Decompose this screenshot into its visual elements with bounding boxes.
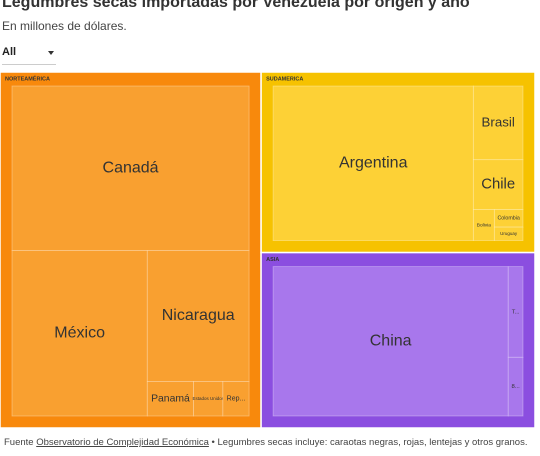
leaf-label: Argentina [339,155,408,172]
leaf-label: Nicaragua [162,307,235,324]
leaf-label: Estados Unidos [192,396,224,401]
filter-value: All [2,46,17,58]
group-label: NORTEAMÉRICA [5,74,50,82]
leaf-box [11,85,250,251]
leaf-label: Brasil [482,114,515,129]
leaf-box [507,356,524,417]
leaf-label: México [54,324,105,341]
title: Legumbres secas importadas por Venezuela… [2,0,470,11]
leaf-label: China [370,333,412,350]
footer-note: • Legumbres secas incluye: caraotas negr… [211,437,528,448]
leaf-box [146,381,194,417]
leaf-box [193,381,224,417]
leaf-box [272,266,509,417]
leaf-label: Chile [481,177,515,193]
leaf-box [493,226,524,241]
leaf-box [146,250,250,382]
leaf-box [472,159,524,210]
group-label: SUDAMERICA [266,76,303,82]
leaf-label: 8... [512,384,521,390]
leaf-box [272,85,474,241]
leaf-label: Rep... [227,396,246,403]
leaf-label: T... [512,310,520,316]
source-link[interactable]: Observatorio de Complejidad Económica [36,437,209,448]
subtitle: En millones de dólares. [2,19,127,33]
leaf-label: Colombia [497,216,519,222]
leaf-label: Uruguay [500,231,518,236]
filter-dropdown[interactable]: All [2,46,56,65]
treemap: NORTEAMÉRICA Canadá México Nicaragua Panamá E… [0,72,536,428]
leaf-label: Bolivia [477,222,491,228]
leaf-box [222,381,250,417]
leaf-label: Canadá [103,159,159,176]
leaf-label: Panamá [151,393,190,404]
source-label: Fuente [4,437,34,448]
caret-icon [48,51,54,55]
footer: Fuente Observatorio de Complejidad Econó… [4,437,527,448]
leaf-box [472,85,524,161]
group-label: ASIA [266,257,279,263]
